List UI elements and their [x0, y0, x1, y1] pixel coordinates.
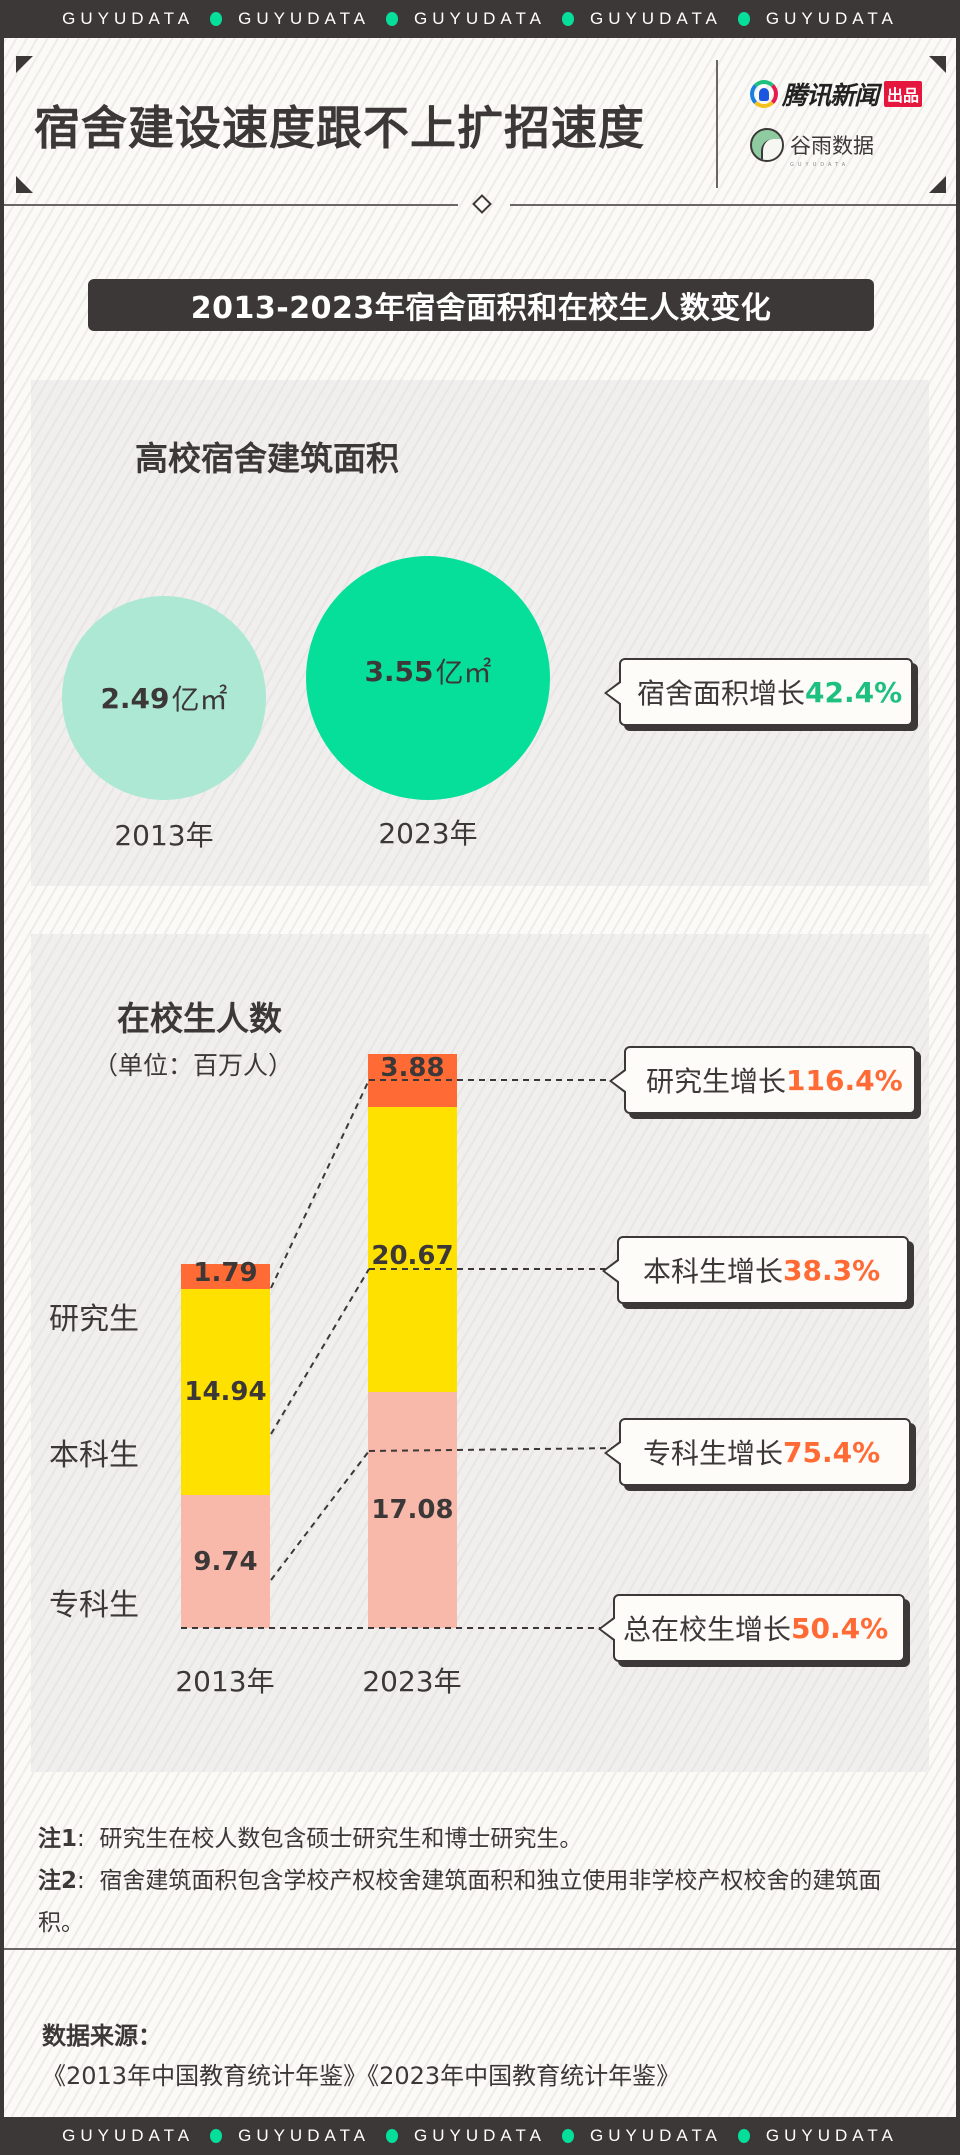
bar-2013-undergraduate: 14.94 — [181, 1289, 270, 1495]
ticker-dot-icon — [386, 12, 399, 26]
guyu-brand-sub: GUYUDATA — [790, 162, 850, 168]
ticker-word: GUYUDATA — [62, 2126, 195, 2145]
bar-year-2013: 2013年 — [175, 1665, 275, 1698]
ticker-word: GUYUDATA — [414, 2126, 546, 2145]
students-panel: 在校生人数 （单位：百万人） 研究生 本科生 专科生 1.79 14.94 9.… — [31, 934, 929, 1772]
ticker-dot-icon — [561, 12, 574, 26]
bar-2023-undergraduate: 20.67 — [368, 1107, 457, 1392]
ticker-word: GUYUDATA — [765, 2126, 898, 2145]
callout-label: 研究生增长 — [646, 1065, 787, 1098]
callout-label: 本科生增长 — [643, 1255, 784, 1288]
callout-label: 专科生增长 — [643, 1437, 784, 1470]
ticker-dot-icon — [210, 2129, 223, 2143]
ticker-word: GUYUDATA — [238, 9, 371, 28]
bar-value: 3.88 — [380, 1053, 445, 1083]
category-label-graduate: 研究生 — [49, 1302, 139, 1337]
note-tag: 注2 — [38, 1868, 78, 1894]
guyu-brand-name: 谷雨数据 — [790, 134, 874, 158]
bottom-ticker: GUYUDATA GUYUDATA GUYUDATA GUYUDATA GUYU… — [0, 2117, 960, 2155]
students-title: 在校生人数 — [117, 999, 282, 1038]
infographic-page: 宿舍建设速度跟不上扩招速度 腾讯新闻 出品 谷雨数据 GUYUDATA 2013… — [4, 38, 956, 2117]
tencent-news-logo: 腾讯新闻 出品 — [750, 76, 923, 112]
ticker-word: GUYUDATA — [238, 2126, 371, 2145]
ticker-dot-icon — [210, 12, 223, 26]
note-2: 注2: 宿舍建筑面积包含学校产权校舍建筑面积和独立使用非学校产权校舍的建筑面积。 — [38, 1868, 882, 1936]
guyu-data-logo: 谷雨数据 — [750, 128, 874, 162]
category-label-vocational: 专科生 — [49, 1588, 139, 1623]
header-divider — [716, 60, 718, 188]
area-unit-2013: 亿㎡ — [171, 683, 228, 716]
source-body: 《2013年中国教育统计年鉴》《2023年中国教育统计年鉴》 — [42, 2062, 681, 2090]
undergraduate-growth-callout: 本科生增长 38.3% — [602, 1236, 909, 1304]
corner-triangle-icon — [929, 56, 946, 73]
source-title: 数据来源： — [42, 2022, 162, 2050]
ticker-dot-icon — [737, 12, 750, 26]
callout-pct: 116.4% — [786, 1063, 903, 1097]
callout-pct: 50.4% — [791, 1611, 889, 1645]
area-value-2013: 2.49 — [100, 681, 170, 715]
callout-pct: 75.4% — [783, 1435, 881, 1469]
area-growth-callout: 宿舍面积增长 42.4% — [604, 658, 913, 726]
ticker-word: GUYUDATA — [765, 9, 898, 28]
bar-value: 14.94 — [184, 1377, 267, 1407]
area-year-2013: 2013年 — [114, 819, 214, 852]
ticker-word: GUYUDATA — [589, 9, 722, 28]
ticker-word: GUYUDATA — [62, 9, 195, 28]
corner-triangle-icon — [929, 176, 946, 193]
unit-note: （单位：百万人） — [93, 1051, 294, 1080]
bar-value: 17.08 — [371, 1495, 454, 1525]
ticker-dot-icon — [737, 2129, 750, 2143]
callout-label: 宿舍面积增长 — [637, 677, 806, 710]
area-year-2023: 2023年 — [378, 817, 478, 850]
area-circle-2013: 2.49 亿㎡ — [62, 596, 266, 800]
callout-pct: 42.4% — [805, 675, 903, 709]
tencent-penguin-icon — [750, 80, 778, 108]
bar-value: 1.79 — [193, 1258, 258, 1288]
bar-2013-vocational: 9.74 — [181, 1495, 270, 1628]
bar-2023-graduate: 3.88 — [368, 1053, 457, 1107]
ticker-word: GUYUDATA — [589, 2126, 722, 2145]
top-ticker: GUYUDATA GUYUDATA GUYUDATA GUYUDATA GUYU… — [0, 0, 960, 38]
vocational-growth-callout: 专科生增长 75.4% — [604, 1418, 911, 1486]
callout-label: 总在校生增长 — [623, 1613, 792, 1646]
note-text: 宿舍建筑面积包含学校产权校舍建筑面积和独立使用非学校产权校舍的建筑面积。 — [38, 1868, 882, 1936]
guyu-bird-icon — [750, 128, 784, 162]
total-growth-callout: 总在校生增长 50.4% — [598, 1594, 905, 1662]
dorm-area-panel: 高校宿舍建筑面积 2.49 亿㎡ 3.55 亿㎡ 2013年 2023年 宿舍面… — [31, 380, 929, 886]
ticker-dot-icon — [386, 2129, 399, 2143]
header-rule — [4, 204, 458, 206]
section-divider — [4, 1948, 956, 1950]
tencent-brand-name: 腾讯新闻 — [782, 81, 879, 110]
note-text: 研究生在校人数包含硕士研究生和博士研究生。 — [99, 1826, 583, 1852]
graduate-growth-callout: 研究生增长 116.4% — [609, 1046, 916, 1114]
bar-2023-vocational: 17.08 — [368, 1392, 457, 1628]
ticker-dot-icon — [561, 2129, 574, 2143]
note-tag: 注1 — [38, 1826, 78, 1852]
footnotes: 注1: 研究生在校人数包含硕士研究生和博士研究生。 注2: 宿舍建筑面积包含学校… — [38, 1818, 918, 1944]
bar-2013-graduate: 1.79 — [181, 1258, 270, 1289]
area-unit-2023: 亿㎡ — [435, 656, 492, 689]
corner-triangle-icon — [16, 176, 33, 193]
ticker-word: GUYUDATA — [414, 9, 546, 28]
section-banner: 2013-2023年宿舍面积和在校生人数变化 — [88, 279, 874, 331]
area-value-2023: 3.55 — [364, 654, 434, 688]
header-rule — [510, 204, 956, 206]
diamond-icon — [472, 194, 492, 214]
bar-value: 9.74 — [193, 1546, 258, 1577]
produced-by-tag: 出品 — [884, 81, 923, 107]
page-title: 宿舍建设速度跟不上扩招速度 — [34, 101, 645, 155]
bar-value: 20.67 — [371, 1241, 454, 1271]
callout-pct: 38.3% — [783, 1253, 881, 1287]
category-label-undergraduate: 本科生 — [49, 1438, 139, 1473]
corner-triangle-icon — [16, 56, 33, 73]
dorm-area-title: 高校宿舍建筑面积 — [135, 439, 399, 478]
area-circle-2023: 3.55 亿㎡ — [306, 556, 550, 800]
note-1: 注1: 研究生在校人数包含硕士研究生和博士研究生。 — [38, 1826, 583, 1852]
bar-year-2023: 2023年 — [362, 1665, 462, 1698]
